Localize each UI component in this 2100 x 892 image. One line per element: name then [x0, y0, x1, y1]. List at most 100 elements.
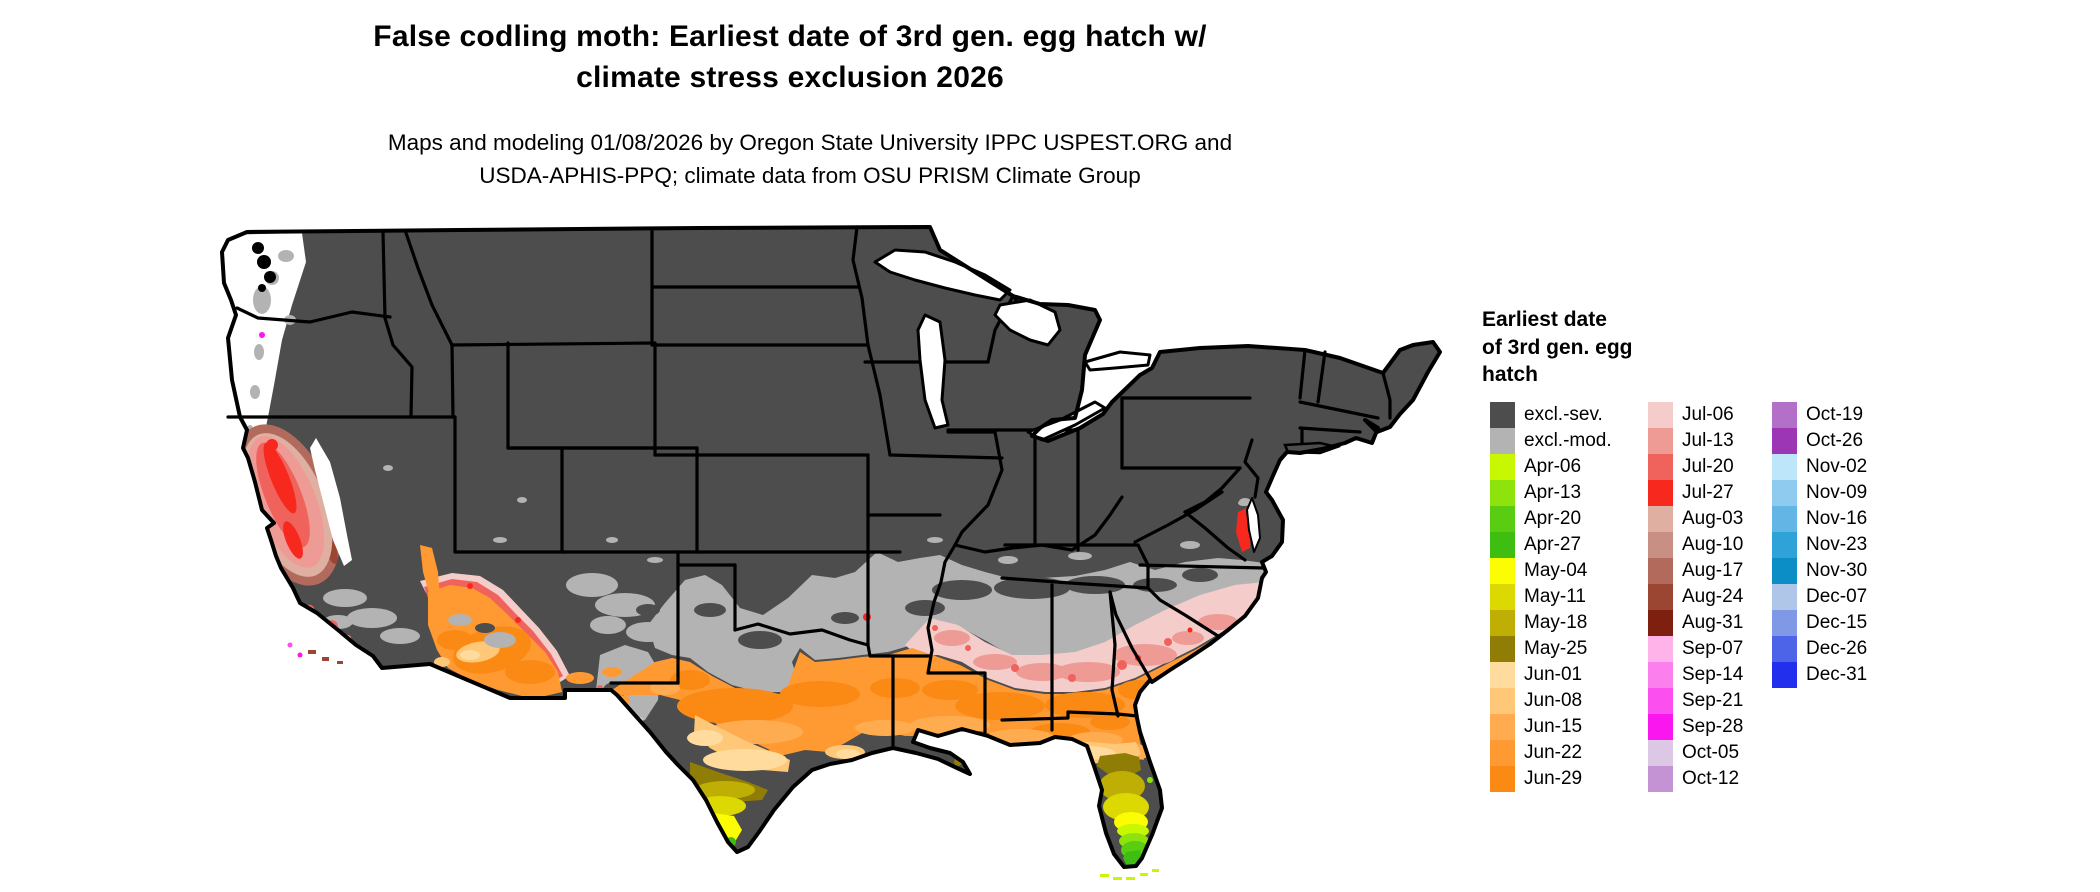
legend-label: Aug-24	[1682, 586, 1744, 607]
legend-label: Oct-05	[1682, 742, 1740, 763]
legend-swatch	[1772, 532, 1797, 558]
legend-swatch	[1490, 610, 1515, 636]
legend-row: May-04	[1490, 558, 1612, 584]
legend-label: Jul-06	[1682, 404, 1734, 425]
legend-title-line-3: hatch	[1482, 363, 1539, 386]
legend-row: Jun-29	[1490, 766, 1612, 792]
legend-title-line-1: Earliest date	[1482, 308, 1607, 331]
legend-row: Sep-21	[1648, 688, 1743, 714]
legend-label: May-04	[1524, 560, 1588, 581]
legend-label: Apr-13	[1524, 482, 1582, 503]
legend-label: May-11	[1524, 586, 1586, 607]
legend-row: excl.-sev.	[1490, 402, 1612, 428]
legend-label: Aug-31	[1682, 612, 1744, 633]
legend-row: Aug-24	[1648, 584, 1743, 610]
map-region-florida-keys	[1100, 869, 1159, 880]
legend-row: May-25	[1490, 636, 1612, 662]
legend-row: Sep-14	[1648, 662, 1743, 688]
legend-swatch	[1648, 714, 1673, 740]
legend-swatch	[1772, 480, 1797, 506]
legend-swatch	[1648, 532, 1673, 558]
legend-swatch	[1648, 636, 1673, 662]
legend-label: Oct-26	[1806, 430, 1864, 451]
legend-row: Dec-15	[1772, 610, 1867, 636]
legend-swatch	[1490, 740, 1515, 766]
legend-label: Jul-27	[1682, 482, 1734, 503]
legend-label: Jul-20	[1682, 456, 1734, 477]
legend-swatch	[1772, 662, 1797, 688]
title-line-1: False codling moth: Earliest date of 3rd…	[373, 20, 1207, 53]
legend-label: Aug-03	[1682, 508, 1744, 529]
legend-swatch	[1490, 532, 1515, 558]
legend-swatch	[1772, 428, 1797, 454]
legend-label: Sep-14	[1682, 664, 1744, 685]
legend-swatch	[1648, 610, 1673, 636]
legend-title-line-2: of 3rd gen. egg	[1482, 335, 1633, 359]
legend-row: Nov-09	[1772, 480, 1867, 506]
legend-swatch	[1772, 636, 1797, 662]
legend-label: Nov-16	[1806, 508, 1868, 529]
legend-label: Sep-21	[1682, 690, 1744, 711]
legend-row: Aug-10	[1648, 532, 1743, 558]
legend-label: Aug-17	[1682, 560, 1744, 581]
legend-row: May-11	[1490, 584, 1612, 610]
legend-row: Nov-30	[1772, 558, 1867, 584]
legend-label: excl.-sev.	[1524, 404, 1603, 425]
legend-swatch	[1490, 662, 1515, 688]
legend-label: Jul-13	[1682, 430, 1734, 451]
legend-swatch	[1490, 558, 1515, 584]
map-region-exclusion-severe-base	[222, 227, 1440, 867]
map-region-arizona-orange	[420, 545, 652, 744]
legend-row: Dec-26	[1772, 636, 1867, 662]
legend-column-1: excl.-sev. excl.-mod. Apr-06 Apr-13 Apr-20 Ap…	[1490, 402, 1612, 792]
us-outline	[220, 225, 1442, 869]
legend-swatch	[1648, 766, 1673, 792]
map-region-channel-islands	[287, 642, 343, 664]
legend-row: excl.-mod.	[1490, 428, 1612, 454]
puget-sound	[252, 242, 276, 292]
title-line-2: climate stress exclusion 2026	[576, 61, 1004, 94]
legend-row: Jun-01	[1490, 662, 1612, 688]
legend-label: Dec-26	[1806, 638, 1868, 659]
legend-swatch	[1648, 662, 1673, 688]
legend-column-3: Oct-19 Oct-26 Nov-02 Nov-09 Nov-16 Nov-23 Nov-…	[1772, 402, 1867, 688]
legend-label: Oct-19	[1806, 404, 1864, 425]
legend-label: Jun-01	[1524, 664, 1583, 685]
legend-row: Dec-31	[1772, 662, 1867, 688]
legend-swatch	[1490, 402, 1515, 428]
legend-row: Oct-05	[1648, 740, 1743, 766]
legend-swatch	[1648, 688, 1673, 714]
legend-swatch	[1648, 454, 1673, 480]
legend-row: Apr-13	[1490, 480, 1612, 506]
legend-row: Nov-02	[1772, 454, 1867, 480]
legend-row: Jun-08	[1490, 688, 1612, 714]
legend-row: Dec-07	[1772, 584, 1867, 610]
legend-row: Jul-27	[1648, 480, 1743, 506]
legend-label: Nov-09	[1806, 482, 1868, 503]
legend-label: Apr-06	[1524, 456, 1582, 477]
legend-swatch	[1648, 740, 1673, 766]
subtitle-line-2: USDA-APHIS-PPQ; climate data from OSU PR…	[479, 163, 1141, 188]
legend-swatch	[1490, 506, 1515, 532]
legend-swatch	[1772, 610, 1797, 636]
legend-row: Apr-06	[1490, 454, 1612, 480]
legend-swatch	[1772, 558, 1797, 584]
legend-swatch	[1490, 636, 1515, 662]
legend-label: Nov-30	[1806, 560, 1868, 581]
legend-title: Earliest date of 3rd gen. egg hatch	[1482, 306, 1742, 389]
legend-row: Oct-12	[1648, 766, 1743, 792]
map-subtitle: Maps and modeling 01/08/2026 by Oregon S…	[0, 126, 1620, 192]
legend-row: Oct-19	[1772, 402, 1867, 428]
legend-row: Jul-13	[1648, 428, 1743, 454]
legend-label: Sep-28	[1682, 716, 1744, 737]
legend-label: Jun-29	[1524, 768, 1583, 789]
legend-label: Dec-07	[1806, 586, 1868, 607]
legend-row: Jun-15	[1490, 714, 1612, 740]
chesapeake-bay	[1246, 497, 1261, 553]
legend-label: Sep-07	[1682, 638, 1744, 659]
legend-label: Nov-02	[1806, 456, 1868, 477]
legend-row: Jul-06	[1648, 402, 1743, 428]
legend-swatch	[1648, 428, 1673, 454]
